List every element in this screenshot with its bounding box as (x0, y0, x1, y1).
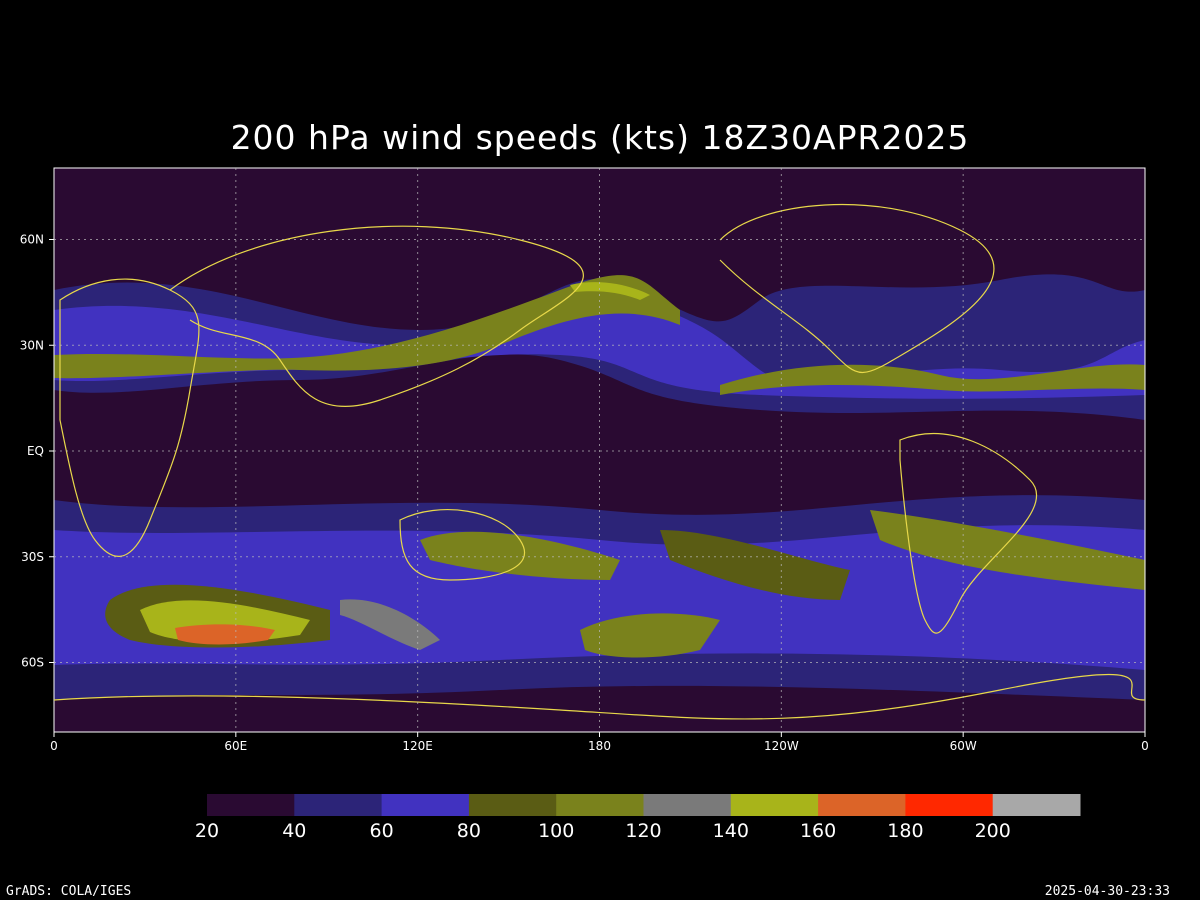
colorbar-label: 200 (975, 820, 1011, 842)
colorbar-swatch (556, 794, 644, 816)
colorbar-label: 20 (195, 820, 219, 842)
lat-label: 30S (21, 550, 44, 564)
footer-right: 2025-04-30-23:33 (1045, 884, 1170, 899)
colorbar-swatch (818, 794, 906, 816)
colorbar-swatch (381, 794, 470, 816)
lat-label: EQ (27, 444, 44, 458)
colorbar-swatch (207, 794, 295, 816)
lon-label: 0 (50, 739, 58, 753)
lat-label: 30N (20, 338, 44, 352)
colorbar-swatch (294, 794, 383, 816)
colorbar-label: 180 (887, 820, 923, 842)
colorbar: 20 40 60 80 100 120 140 160 180 200 (195, 794, 1081, 842)
colorbar-label: 60 (370, 820, 394, 842)
colorbar-swatch (643, 794, 732, 816)
colorbar-swatch (992, 794, 1081, 816)
colorbar-label: 80 (457, 820, 481, 842)
lon-label: 120E (402, 739, 433, 753)
lon-label: 180 (588, 739, 611, 753)
map-title: 200 hPa wind speeds (kts) 18Z30APR2025 (231, 118, 970, 157)
footer-left: GrADS: COLA/IGES (6, 884, 131, 899)
lon-label: 60E (224, 739, 247, 753)
colorbar-label: 140 (713, 820, 749, 842)
colorbar-swatch (730, 794, 819, 816)
lon-label: 60W (950, 739, 977, 753)
lon-label: 120W (764, 739, 799, 753)
colorbar-label: 100 (538, 820, 574, 842)
lat-label: 60N (20, 233, 44, 247)
colorbar-label: 40 (282, 820, 306, 842)
colorbar-label: 160 (800, 820, 836, 842)
lat-label: 60S (21, 656, 44, 670)
map-axes: 0 60E 120E 180 120W 60W 0 60N 30N EQ 30S 60S (20, 168, 1149, 753)
lon-label: 0 (1141, 739, 1149, 753)
colorbar-swatch (905, 794, 994, 816)
colorbar-swatch (468, 794, 557, 816)
colorbar-label: 120 (625, 820, 661, 842)
